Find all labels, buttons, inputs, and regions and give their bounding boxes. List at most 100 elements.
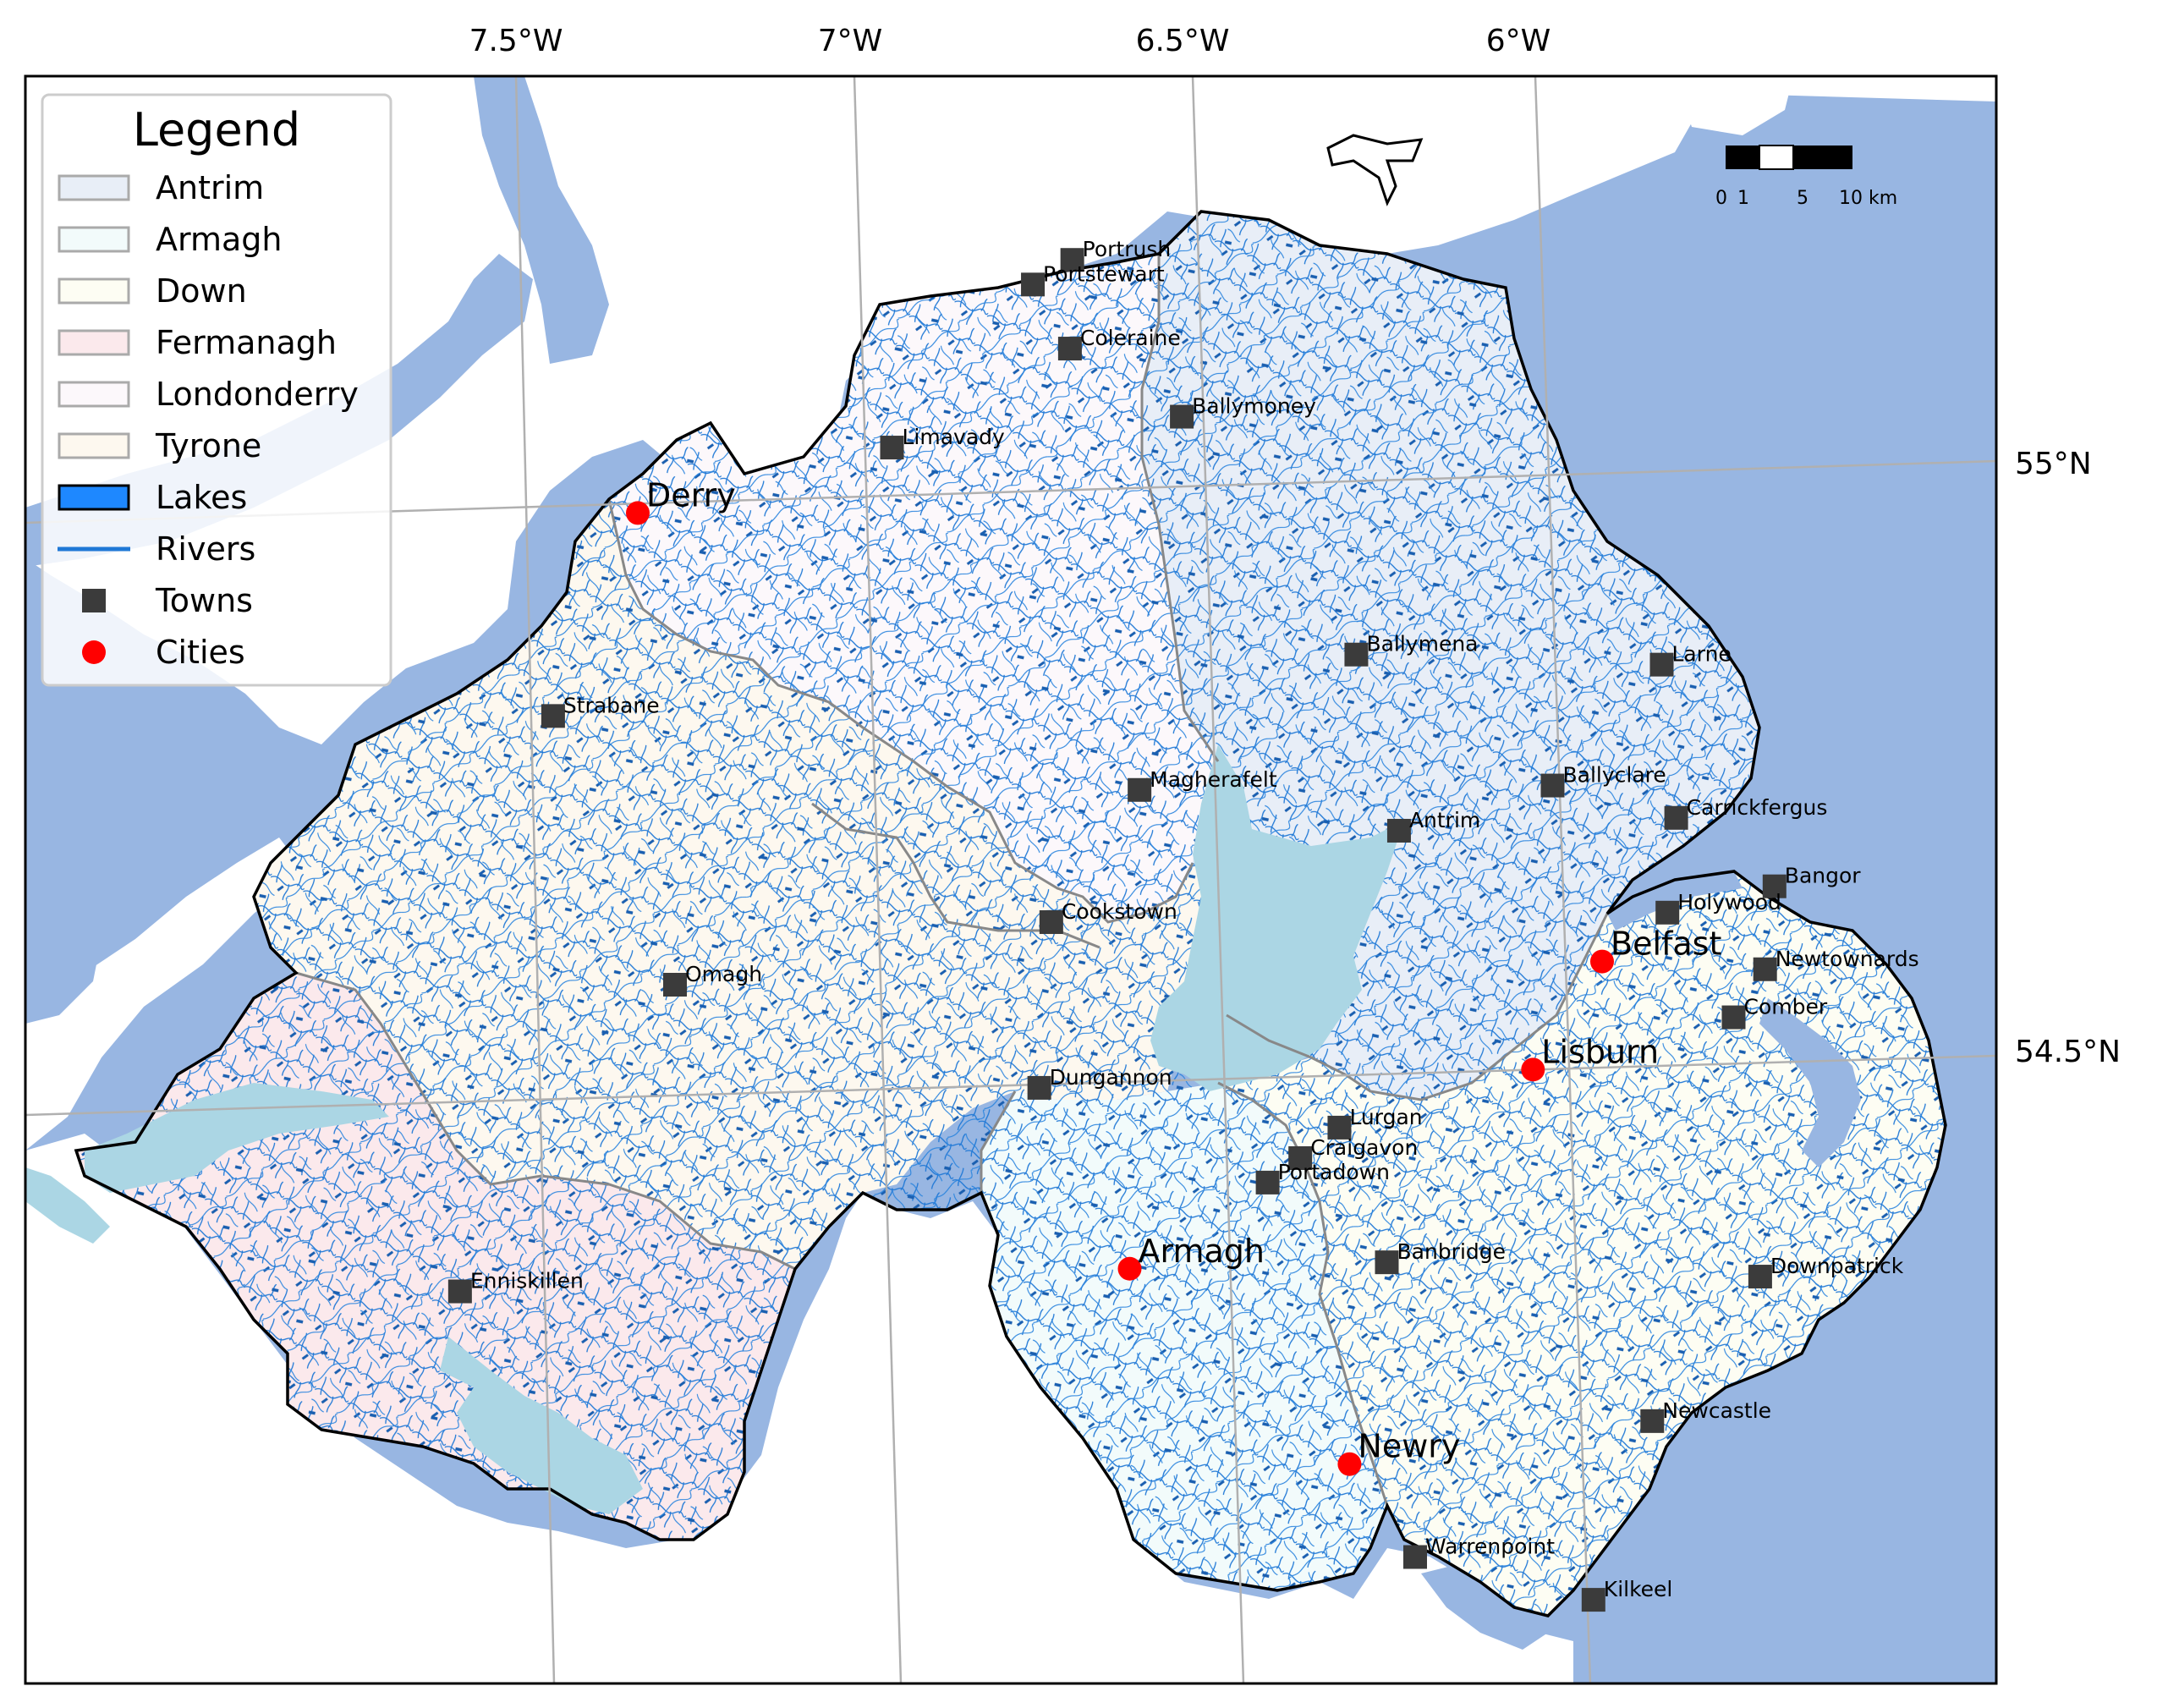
legend-label: Tyrone xyxy=(155,427,261,464)
carlingford-lough xyxy=(1421,1565,1548,1650)
legend-entry: Tyrone xyxy=(58,427,261,464)
city-label: Derry xyxy=(646,476,736,513)
town-marker xyxy=(1039,910,1063,935)
legend-swatch xyxy=(82,640,106,664)
tick-lat-55n: 55°N xyxy=(2015,447,2092,481)
town-marker xyxy=(1753,957,1777,981)
legend-swatch xyxy=(58,432,130,459)
legend-entry: Lakes xyxy=(58,479,247,516)
town-marker xyxy=(1655,900,1680,925)
legend-label: Cities xyxy=(156,634,245,671)
town-marker xyxy=(1386,818,1411,843)
town-label: Craigavon xyxy=(1310,1135,1418,1160)
town-marker xyxy=(1721,1005,1746,1030)
right-tick-labels: 55°N 54.5°N xyxy=(2015,447,2121,1069)
lough-neagh xyxy=(1150,744,1404,1091)
legend-entry: Antrim xyxy=(58,169,264,206)
town-label: Coleraine xyxy=(1080,326,1181,350)
town-label: Bangor xyxy=(1785,864,1861,888)
town-label: Strabane xyxy=(563,693,660,717)
town-marker xyxy=(663,973,687,997)
town-marker xyxy=(1021,272,1046,297)
legend-swatch xyxy=(58,174,130,201)
lower-lough-erne xyxy=(85,1083,389,1193)
town-label: Carrickfergus xyxy=(1687,795,1828,820)
legend-label: Antrim xyxy=(156,169,264,206)
upper-lough-erne xyxy=(440,1337,643,1514)
legend-swatch xyxy=(58,277,130,305)
scale-label-1: 1 xyxy=(1737,188,1749,209)
legend-label: Towns xyxy=(155,582,253,619)
tick-lon-6-5w: 6.5°W xyxy=(1136,24,1230,58)
legend-title: Legend xyxy=(133,103,300,157)
town-marker xyxy=(1581,1588,1605,1612)
city-label: Newry xyxy=(1358,1428,1460,1465)
town-label: Kilkeel xyxy=(1604,1577,1673,1601)
city-marker xyxy=(1521,1057,1545,1082)
city-marker xyxy=(626,501,650,525)
legend-label: Rivers xyxy=(156,530,255,568)
town-label: Magherafelt xyxy=(1150,767,1277,792)
town-marker xyxy=(1344,642,1369,667)
tick-lon-7w: 7°W xyxy=(818,24,883,58)
town-marker xyxy=(1027,1075,1051,1100)
town-label: Portrush xyxy=(1083,237,1172,261)
town-marker xyxy=(1327,1115,1352,1140)
legend-entry: Armagh xyxy=(58,221,282,258)
city-label: Belfast xyxy=(1611,925,1721,963)
surrounding-land xyxy=(25,76,1996,1683)
scale-bar: 0 1 5 10 km xyxy=(1715,145,1897,209)
legend-swatch xyxy=(58,381,130,408)
legend-entry: Rivers xyxy=(58,530,255,568)
town-marker xyxy=(880,436,904,460)
legend-swatch xyxy=(58,484,130,511)
west-lake xyxy=(25,1167,110,1244)
town-label: Limavady xyxy=(903,425,1006,449)
town-marker xyxy=(1649,652,1674,677)
rathlin-island xyxy=(1326,134,1424,206)
town-label: Portstewart xyxy=(1043,261,1165,286)
town-marker xyxy=(1057,337,1082,361)
town-marker xyxy=(541,704,565,728)
town-label: Omagh xyxy=(685,962,762,986)
town-label: Holywood xyxy=(1677,890,1781,914)
town-marker xyxy=(1375,1250,1399,1275)
town-label: Ballymoney xyxy=(1192,394,1316,419)
town-label: Warrenpoint xyxy=(1425,1535,1555,1559)
city-marker xyxy=(1117,1256,1142,1281)
top-tick-labels: 7.5°W 7°W 6.5°W 6°W xyxy=(469,24,1551,58)
legend-label: Armagh xyxy=(156,221,282,258)
scale-label-0: 0 xyxy=(1715,188,1727,209)
town-marker xyxy=(1664,805,1688,830)
town-label: Antrim xyxy=(1409,808,1480,832)
city-marker xyxy=(1337,1452,1362,1476)
town-marker xyxy=(1255,1170,1280,1195)
town-label: Downpatrick xyxy=(1770,1254,1904,1278)
town-marker xyxy=(1128,777,1152,802)
town-label: Portadown xyxy=(1278,1160,1390,1184)
town-label: Enniskillen xyxy=(470,1269,584,1293)
town-label: Larne xyxy=(1672,642,1732,667)
scale-label-5: 5 xyxy=(1797,188,1808,209)
town-marker xyxy=(447,1279,472,1304)
town-label: Cookstown xyxy=(1062,899,1177,924)
town-label: Ballyclare xyxy=(1563,763,1666,788)
town-label: Ballymena xyxy=(1366,632,1478,656)
town-label: Banbridge xyxy=(1397,1239,1507,1264)
legend-swatch xyxy=(58,329,130,356)
legend-entry: Londonderry xyxy=(58,376,359,413)
legend-entry: Cities xyxy=(82,634,245,671)
city-label: Lisburn xyxy=(1541,1033,1659,1070)
lough-swilly-inlet xyxy=(474,76,609,364)
city-label: Armagh xyxy=(1139,1233,1265,1270)
map-frame xyxy=(24,74,1998,1685)
legend-entry: Down xyxy=(58,272,247,310)
town-label: Newtownards xyxy=(1776,947,1919,971)
legend-entry: Towns xyxy=(82,582,253,619)
legend-entry: Fermanagh xyxy=(58,324,337,361)
legend-swatch xyxy=(58,226,130,253)
town-marker xyxy=(1170,404,1194,429)
